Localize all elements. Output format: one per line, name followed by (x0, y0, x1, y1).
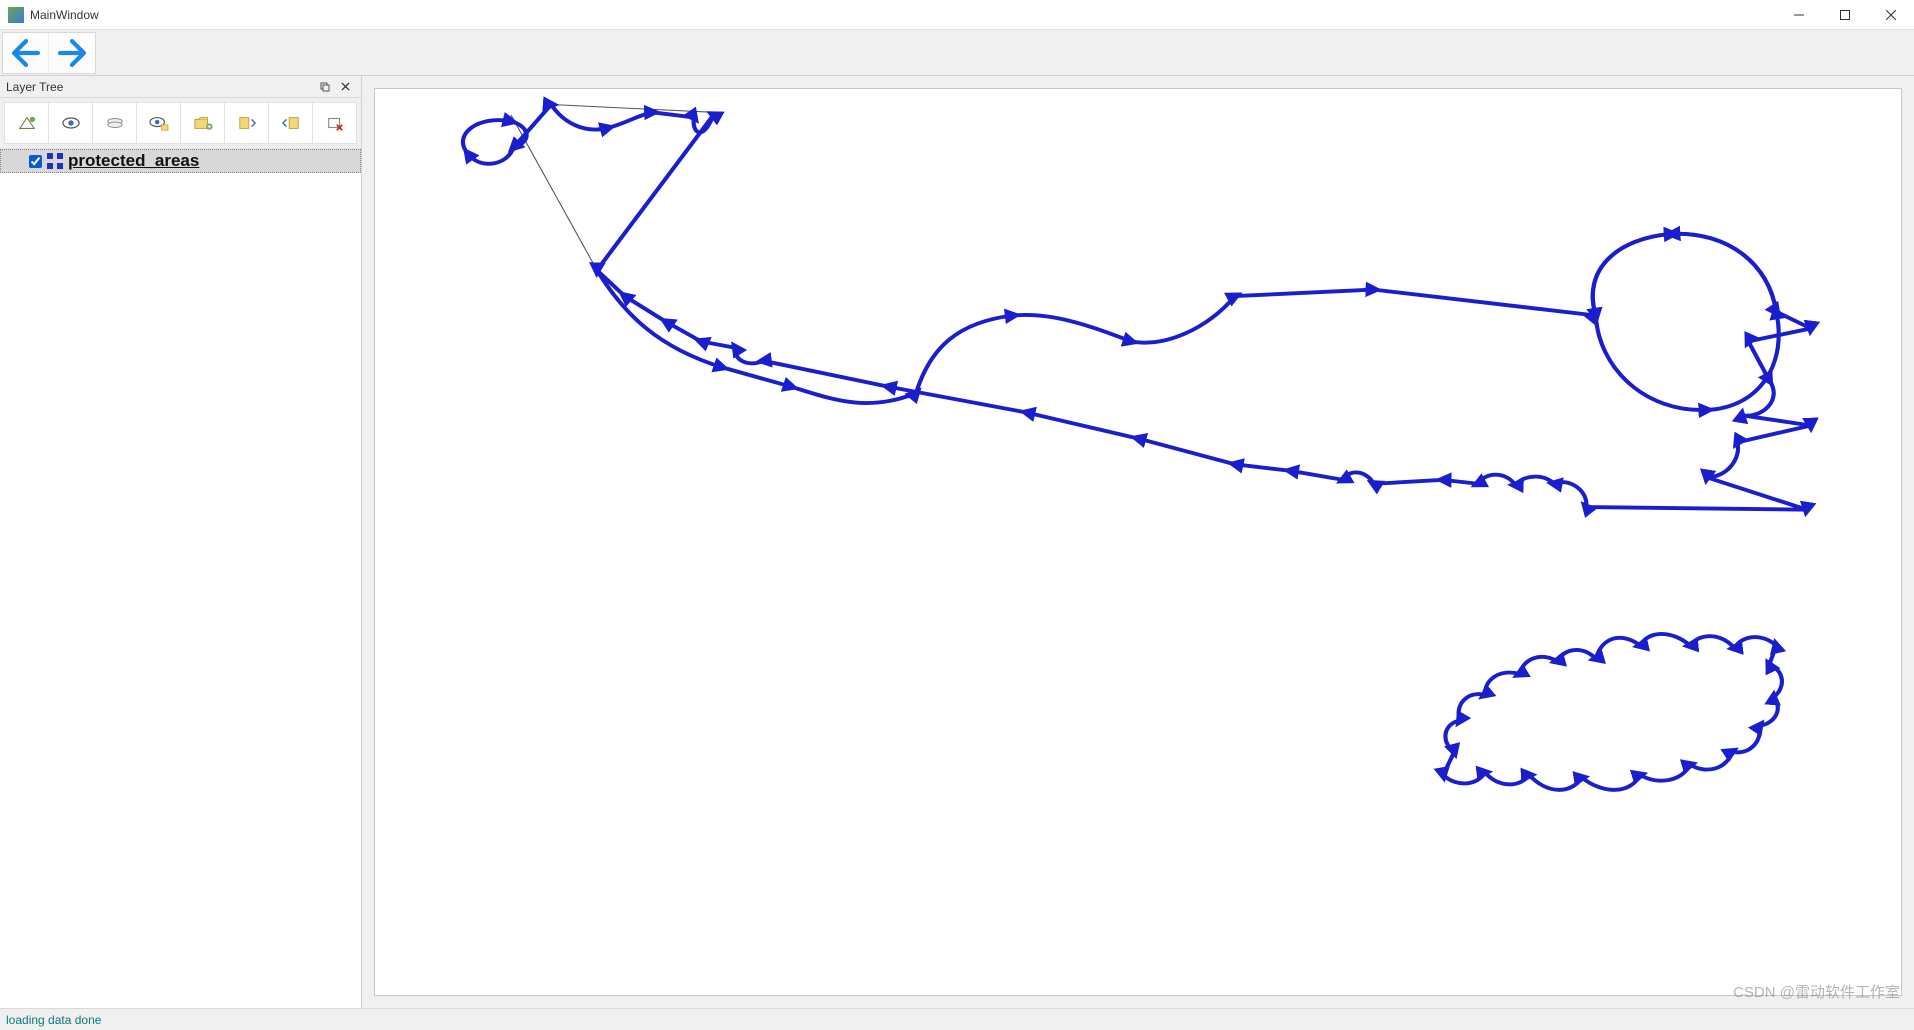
close-button[interactable] (1868, 0, 1914, 29)
nav-tool-group (2, 32, 96, 74)
layer-checkbox[interactable] (29, 155, 42, 168)
layer-tool-filter-visibility[interactable] (136, 102, 181, 144)
dock-float-button[interactable] (315, 78, 335, 96)
layer-tool-collapse[interactable] (92, 102, 137, 144)
layer-tool-collapse-all[interactable] (268, 102, 313, 144)
layer-tool-add[interactable] (4, 102, 49, 144)
canvas-wrap (362, 76, 1914, 1008)
status-message: loading data done (6, 1013, 101, 1027)
main-window: MainWindow Layer Tr (0, 0, 1914, 1030)
minimize-button[interactable] (1776, 0, 1822, 29)
layer-toolbar (0, 98, 361, 149)
layer-tool-add-group[interactable] (180, 102, 225, 144)
layer-tool-remove[interactable] (312, 102, 357, 144)
dock-close-button[interactable] (335, 78, 355, 96)
statusbar: loading data done (0, 1008, 1914, 1030)
main-toolbar (0, 30, 1914, 76)
back-button[interactable] (3, 33, 49, 73)
layer-label: protected_areas (68, 151, 199, 171)
layer-tool-expand-all[interactable] (224, 102, 269, 144)
window-title: MainWindow (30, 8, 1776, 22)
layer-item-protected-areas[interactable]: protected_areas (0, 149, 361, 173)
map-canvas[interactable] (374, 88, 1902, 996)
maximize-button[interactable] (1822, 0, 1868, 29)
layer-tool-visibility[interactable] (48, 102, 93, 144)
app-icon (8, 7, 24, 23)
layer-tree-dock: Layer Tree (0, 76, 362, 1008)
forward-button[interactable] (49, 33, 95, 73)
titlebar: MainWindow (0, 0, 1914, 30)
dock-title: Layer Tree (6, 80, 315, 94)
dock-header: Layer Tree (0, 76, 361, 98)
window-controls (1776, 0, 1914, 29)
layer-symbol-icon (46, 152, 64, 170)
layer-tree[interactable]: protected_areas (0, 149, 361, 1008)
map-svg (375, 89, 1901, 995)
body-row: Layer Tree (0, 76, 1914, 1008)
